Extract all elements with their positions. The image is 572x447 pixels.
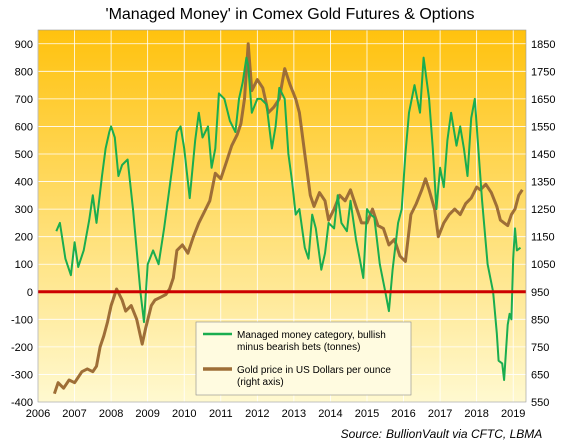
x-axis-labels: 2006 2007 2008 2009 2010 2011 2012 2013 2014 2015… [26, 408, 526, 420]
y-left-tick-label: -300 [11, 369, 33, 381]
y-right-tick-label: 1650 [531, 94, 555, 106]
series-layer [52, 42, 524, 395]
legend-label-managed-money-line2: minus bearish bets (tonnes) [237, 342, 360, 353]
y-left-tick-label: -400 [11, 397, 33, 409]
legend: Managed money category, bullish minus be… [195, 321, 412, 396]
legend-label-gold-price-line1: Gold price in US Dollars per ounce [237, 365, 391, 376]
chart-title: 'Managed Money' in Comex Gold Futures & … [106, 6, 475, 23]
y-right-tick-label: 750 [531, 342, 549, 354]
x-tick-label: 2008 [99, 408, 123, 420]
legend-label-gold-price-line2: (right axis) [237, 377, 284, 388]
y-left-tick-label: 300 [15, 204, 33, 216]
y-right-tick-label: 1150 [531, 232, 555, 244]
y-right-tick-label: 850 [531, 314, 549, 326]
y-right-tick-label: 950 [531, 287, 549, 299]
y-right-tick-label: 650 [531, 369, 549, 381]
series-line-managed-money [55, 56, 522, 381]
x-tick-label: 2010 [172, 408, 196, 420]
legend-label-managed-money-line1: Managed money category, bullish [237, 330, 386, 341]
source-text: BullionVault via CFTC, LBMA [386, 427, 542, 441]
y-left-tick-label: -200 [11, 342, 33, 354]
x-tick-label: 2011 [209, 408, 233, 420]
y-left-tick-label: 500 [15, 149, 33, 161]
y-axis-left-labels: 900 800 700 600 500 400 300 200 100 0 -100 -200 -300… [11, 39, 33, 409]
y-axis-right-labels: 1850 1750 1650 1550 1450 1350 1250 1150 1050 950 8… [531, 39, 555, 409]
x-tick-label: 2019 [501, 408, 525, 420]
y-right-tick-label: 550 [531, 397, 549, 409]
x-tick-label: 2012 [245, 408, 269, 420]
x-tick-label: 2013 [282, 408, 306, 420]
x-tick-label: 2009 [135, 408, 159, 420]
source-label: Source: [341, 427, 382, 441]
y-left-tick-label: 900 [15, 39, 33, 51]
y-right-tick-label: 1750 [531, 66, 555, 78]
plot-area-border [37, 29, 527, 403]
y-right-tick-label: 1850 [531, 39, 555, 51]
y-left-tick-label: 800 [15, 66, 33, 78]
y-right-tick-label: 1250 [531, 204, 555, 216]
y-right-tick-label: 1550 [531, 121, 555, 133]
x-tick-label: 2018 [464, 408, 488, 420]
x-tick-label: 2007 [62, 408, 86, 420]
x-tick-label: 2006 [26, 408, 50, 420]
y-right-tick-label: 1350 [531, 177, 555, 189]
y-left-tick-label: 100 [15, 259, 33, 271]
y-left-tick-label: -100 [11, 314, 33, 326]
y-left-tick-label: 600 [15, 121, 33, 133]
x-tick-label: 2017 [428, 408, 452, 420]
y-left-tick-label: 200 [15, 232, 33, 244]
x-tick-label: 2015 [355, 408, 379, 420]
y-left-tick-label: 400 [15, 177, 33, 189]
y-right-tick-label: 1450 [531, 149, 555, 161]
y-right-tick-label: 1050 [531, 259, 555, 271]
x-tick-label: 2014 [318, 408, 342, 420]
y-left-tick-label: 0 [27, 287, 33, 299]
y-left-tick-label: 700 [15, 94, 33, 106]
series-line-gold-price [52, 42, 524, 395]
x-tick-label: 2016 [391, 408, 415, 420]
